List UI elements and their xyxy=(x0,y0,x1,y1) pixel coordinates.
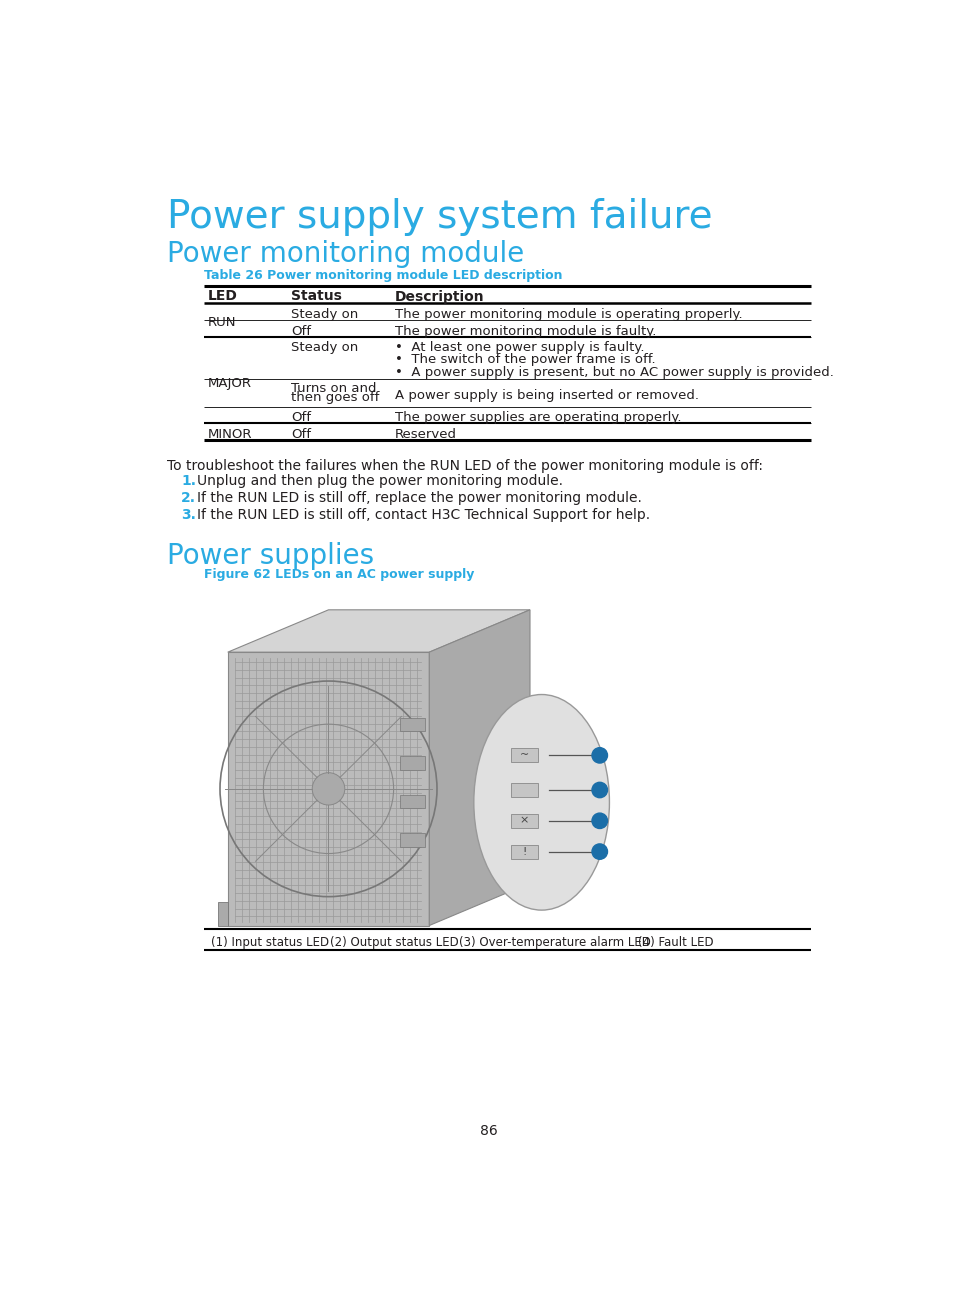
Polygon shape xyxy=(399,833,425,848)
Text: Unplug and then plug the power monitoring module.: Unplug and then plug the power monitorin… xyxy=(196,474,562,489)
Polygon shape xyxy=(228,652,429,925)
Text: Status: Status xyxy=(291,289,342,303)
Text: 1.: 1. xyxy=(181,474,196,489)
Text: The power monitoring module is operating properly.: The power monitoring module is operating… xyxy=(395,308,742,321)
Ellipse shape xyxy=(474,695,609,910)
Text: Power supply system failure: Power supply system failure xyxy=(167,198,712,236)
Text: •  At least one power supply is faulty.: • At least one power supply is faulty. xyxy=(395,341,644,354)
Polygon shape xyxy=(510,748,537,762)
Text: MAJOR: MAJOR xyxy=(208,377,252,390)
Text: (4) Fault LED: (4) Fault LED xyxy=(638,936,714,949)
Text: Steady on: Steady on xyxy=(291,341,358,354)
Circle shape xyxy=(592,813,607,828)
Text: Off: Off xyxy=(291,411,311,424)
Text: A power supply is being inserted or removed.: A power supply is being inserted or remo… xyxy=(395,389,699,402)
Text: 3.: 3. xyxy=(181,508,196,522)
Polygon shape xyxy=(399,794,425,809)
Text: (3) Over-temperature alarm LED: (3) Over-temperature alarm LED xyxy=(458,936,650,949)
Circle shape xyxy=(592,748,607,763)
Polygon shape xyxy=(510,845,537,858)
Text: Power supplies: Power supplies xyxy=(167,542,374,570)
Text: ~: ~ xyxy=(519,750,528,761)
Text: Reserved: Reserved xyxy=(395,428,456,441)
Text: To troubleshoot the failures when the RUN LED of the power monitoring module is : To troubleshoot the failures when the RU… xyxy=(167,459,762,473)
Text: Table 26 Power monitoring module LED description: Table 26 Power monitoring module LED des… xyxy=(204,270,562,283)
Polygon shape xyxy=(510,783,537,797)
Text: •  A power supply is present, but no AC power supply is provided.: • A power supply is present, but no AC p… xyxy=(395,365,833,378)
Text: RUN: RUN xyxy=(208,316,235,329)
Text: (2) Output status LED: (2) Output status LED xyxy=(330,936,458,949)
Circle shape xyxy=(592,783,607,798)
Circle shape xyxy=(312,772,344,805)
Text: If the RUN LED is still off, contact H3C Technical Support for help.: If the RUN LED is still off, contact H3C… xyxy=(196,508,649,522)
Text: 86: 86 xyxy=(479,1124,497,1138)
Polygon shape xyxy=(510,814,537,828)
Text: then goes off: then goes off xyxy=(291,391,379,404)
Text: Figure 62 LEDs on an AC power supply: Figure 62 LEDs on an AC power supply xyxy=(204,568,475,581)
Text: LED: LED xyxy=(208,289,237,303)
Text: Description: Description xyxy=(395,289,484,303)
Text: The power monitoring module is faulty.: The power monitoring module is faulty. xyxy=(395,325,656,338)
Text: (1) Input status LED: (1) Input status LED xyxy=(211,936,329,949)
Polygon shape xyxy=(429,610,530,925)
Text: Off: Off xyxy=(291,428,311,441)
Text: ×: × xyxy=(519,815,528,826)
Text: !: ! xyxy=(521,846,526,857)
Text: 2.: 2. xyxy=(181,491,196,505)
Polygon shape xyxy=(399,718,425,731)
Text: Off: Off xyxy=(291,325,311,338)
Text: MINOR: MINOR xyxy=(208,428,252,441)
Text: •  The switch of the power frame is off.: • The switch of the power frame is off. xyxy=(395,354,655,367)
Text: The power supplies are operating properly.: The power supplies are operating properl… xyxy=(395,411,681,424)
Polygon shape xyxy=(399,756,425,770)
Text: Turns on and: Turns on and xyxy=(291,382,376,395)
Text: Power monitoring module: Power monitoring module xyxy=(167,240,524,268)
Text: If the RUN LED is still off, replace the power monitoring module.: If the RUN LED is still off, replace the… xyxy=(196,491,641,505)
Circle shape xyxy=(592,844,607,859)
Polygon shape xyxy=(228,610,530,652)
Text: Steady on: Steady on xyxy=(291,308,358,321)
Polygon shape xyxy=(218,902,228,925)
